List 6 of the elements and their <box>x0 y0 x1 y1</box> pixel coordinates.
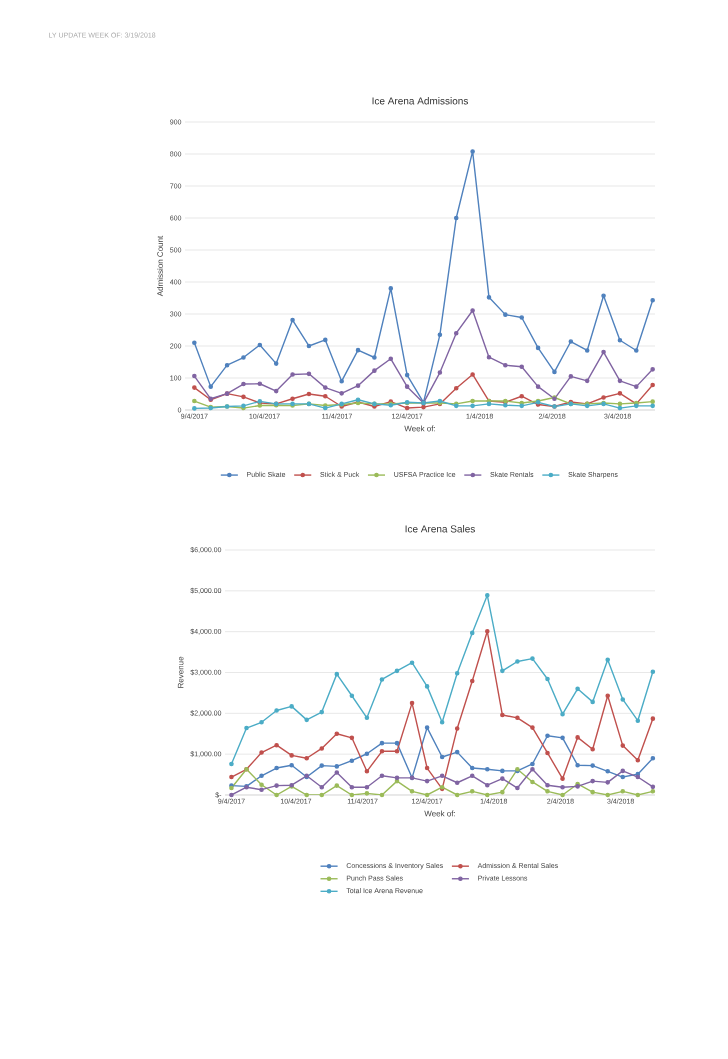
x-axis-title: Week of: <box>404 425 435 432</box>
y-axis-title: Revenue <box>177 656 184 688</box>
y-axis-title: Admission Count <box>157 235 163 297</box>
x-axis-title: Week of: <box>424 810 455 817</box>
chart-title: Ice Arena Admissions <box>372 97 468 105</box>
chart-title: Ice Arena Sales <box>405 525 475 533</box>
